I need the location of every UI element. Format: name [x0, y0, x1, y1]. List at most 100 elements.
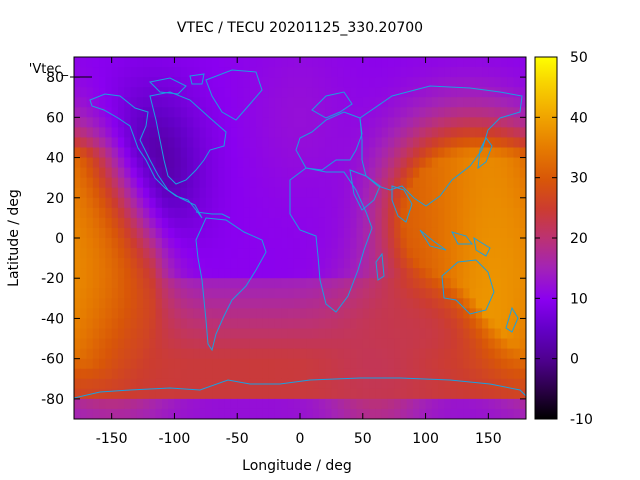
heatmap-cell — [312, 268, 320, 279]
heatmap-cell — [155, 258, 163, 269]
heatmap-cell — [444, 127, 452, 139]
heatmap-cell — [161, 57, 169, 68]
heatmap-cell — [111, 177, 119, 189]
heatmap-cell — [199, 77, 207, 88]
heatmap-cell — [312, 298, 320, 309]
heatmap-cell — [318, 308, 326, 320]
coastline-caribbean — [195, 211, 231, 219]
heatmap-cell — [130, 388, 138, 400]
heatmap-cell — [212, 338, 219, 350]
heatmap-cell — [369, 127, 376, 139]
heatmap-cell — [168, 77, 176, 88]
heatmap-cell — [92, 117, 100, 128]
heatmap-cell — [500, 147, 508, 159]
heatmap-cell — [312, 137, 320, 149]
heatmap-cell — [274, 258, 282, 269]
heatmap-cell — [230, 97, 238, 108]
heatmap-cell — [482, 97, 489, 108]
heatmap-cell — [400, 167, 408, 179]
heatmap-cell — [482, 197, 489, 209]
heatmap-cell — [130, 77, 138, 88]
heatmap-cell — [256, 338, 263, 350]
heatmap-cell — [369, 368, 376, 380]
heatmap-cell — [394, 167, 402, 179]
heatmap-cell — [218, 107, 226, 118]
heatmap-cell — [143, 318, 150, 330]
coastline-new-zealand — [505, 306, 519, 333]
heatmap-cell — [475, 117, 483, 128]
heatmap-cell — [74, 268, 81, 279]
heatmap-cell — [274, 408, 282, 419]
heatmap-cell — [224, 67, 232, 78]
heatmap-cell — [99, 177, 106, 189]
heatmap-cell — [86, 398, 94, 410]
heatmap-cell — [419, 157, 427, 169]
heatmap-cell — [463, 248, 471, 259]
heatmap-cell — [456, 348, 464, 360]
heatmap-cell — [469, 177, 477, 189]
heatmap-cell — [413, 157, 420, 169]
heatmap-cell — [325, 107, 332, 118]
heatmap-cell — [80, 137, 88, 149]
heatmap-cell — [117, 348, 125, 360]
colorbar-tick-label: 30 — [570, 171, 588, 187]
heatmap-cell — [482, 268, 489, 279]
heatmap-cell — [205, 147, 213, 159]
heatmap-cell — [318, 268, 326, 279]
heatmap-cell — [287, 328, 295, 340]
heatmap-cell — [74, 167, 81, 179]
heatmap-cell — [369, 348, 376, 360]
heatmap-cell — [394, 398, 402, 410]
heatmap-cell — [74, 207, 81, 219]
heatmap-cell — [161, 187, 169, 199]
heatmap-cell — [130, 57, 138, 68]
heatmap-cell — [224, 298, 232, 309]
heatmap-cell — [350, 227, 358, 239]
heatmap-cell — [149, 298, 157, 309]
heatmap-cell — [130, 408, 138, 419]
heatmap-cell — [92, 398, 100, 410]
heatmap-cell — [413, 107, 420, 118]
heatmap-cell — [187, 137, 194, 149]
heatmap-cell — [92, 268, 100, 279]
heatmap-cell — [331, 167, 339, 179]
heatmap-cell — [105, 207, 113, 219]
heatmap-cell — [387, 87, 395, 98]
heatmap-cell — [394, 87, 402, 98]
heatmap-cell — [205, 288, 213, 299]
heatmap-cell — [438, 67, 445, 78]
heatmap-cell — [300, 227, 307, 239]
heatmap-cell — [281, 328, 289, 340]
heatmap-cell — [105, 358, 113, 370]
heatmap-cell — [375, 288, 383, 299]
heatmap-cell — [193, 398, 201, 410]
heatmap-cell — [507, 117, 515, 128]
heatmap-cell — [463, 137, 471, 149]
heatmap-cell — [199, 248, 207, 259]
heatmap-cell — [488, 137, 496, 149]
heatmap-cell — [149, 308, 157, 320]
heatmap-cell — [99, 388, 106, 400]
heatmap-cell — [394, 328, 402, 340]
heatmap-cell — [230, 107, 238, 118]
heatmap-cell — [369, 177, 376, 189]
heatmap-cell — [300, 177, 307, 189]
heatmap-cell — [262, 197, 270, 209]
heatmap-cell — [387, 147, 395, 159]
heatmap-cell — [362, 268, 370, 279]
heatmap-cell — [74, 398, 81, 410]
heatmap-cell — [105, 318, 113, 330]
heatmap-cell — [325, 308, 332, 320]
heatmap-cell — [205, 137, 213, 149]
heatmap-cell — [369, 378, 376, 390]
heatmap-cell — [180, 368, 188, 380]
heatmap-cell — [149, 187, 157, 199]
heatmap-cell — [243, 207, 251, 219]
heatmap-cell — [438, 187, 445, 199]
heatmap-cell — [488, 217, 496, 229]
heatmap-cell — [513, 328, 521, 340]
heatmap-cell — [419, 217, 427, 229]
heatmap-cell — [425, 358, 433, 370]
heatmap-cell — [431, 398, 439, 410]
heatmap-cell — [387, 368, 395, 380]
